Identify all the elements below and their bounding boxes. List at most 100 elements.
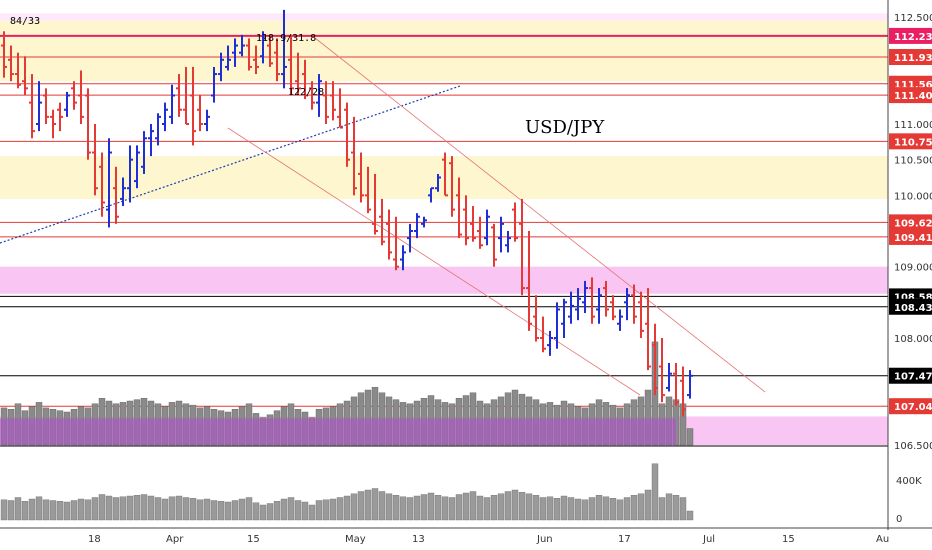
price-bar-0 — [1, 31, 7, 78]
subvolume-bar-71 — [497, 493, 505, 521]
subvolume-bar-35 — [245, 497, 253, 521]
price-bar-36 — [253, 45, 259, 75]
price-bar-51 — [358, 152, 364, 203]
price-bar-33 — [232, 38, 238, 67]
subvolume-bar-33 — [231, 500, 239, 521]
subvolume-bar-48 — [336, 497, 344, 521]
subvolume-bar-59 — [413, 495, 421, 521]
price-bar-98 — [687, 370, 693, 399]
price-bar-69 — [484, 209, 490, 246]
subvolume-bar-23 — [161, 498, 169, 521]
price-bar-7 — [50, 109, 56, 139]
price-bar-17 — [120, 177, 126, 207]
price-tick-label-12: 106.500 — [894, 441, 932, 452]
price-bar-84 — [589, 277, 595, 324]
subvolume-bar-36 — [252, 502, 260, 521]
price-bar-41 — [288, 34, 294, 96]
subvolume-bar-54 — [378, 491, 386, 521]
price-bar-32 — [225, 45, 231, 71]
price-bar-52 — [365, 166, 371, 214]
subvolume-bar-31 — [217, 501, 225, 521]
price-bar-70 — [491, 223, 497, 267]
level-label-5: 109.621 — [894, 218, 932, 229]
level-badge-9 — [889, 367, 932, 384]
price-bar-6 — [43, 88, 49, 124]
subvolume-bar-21 — [147, 495, 155, 521]
subvolume-bar-34 — [238, 498, 246, 521]
subvolume-bar-39 — [273, 501, 281, 521]
price-bar-31 — [218, 52, 224, 82]
price-axis: 112.500112.000111.500111.000110.500110.0… — [887, 0, 932, 530]
subvolume-bar-29 — [203, 498, 211, 521]
price-bar-42 — [295, 52, 301, 96]
price-bar-86 — [603, 280, 609, 317]
subvolume-bar-40 — [280, 498, 288, 521]
price-bar-96 — [673, 362, 679, 406]
price-bar-88 — [617, 309, 623, 331]
zone-2 — [0, 56, 888, 82]
price-bar-57 — [400, 245, 406, 271]
subvolume-bar-65 — [455, 494, 463, 521]
time-tick-label-2: 15 — [247, 534, 260, 545]
subvolume-bar-91 — [637, 493, 645, 521]
price-bar-66 — [463, 195, 469, 246]
subvolume-bar-56 — [392, 495, 400, 521]
price-bar-14 — [99, 152, 105, 217]
price-bar-75 — [526, 231, 532, 331]
price-bar-78 — [547, 330, 553, 356]
subvolume-bar-60 — [420, 494, 428, 521]
main-volume-layer — [0, 341, 694, 446]
subvolume-bar-85 — [595, 495, 603, 521]
price-bar-48 — [337, 88, 343, 129]
subvolume-bar-42 — [294, 500, 302, 521]
price-bar-50 — [351, 116, 357, 196]
time-tick-label-1: Apr — [166, 534, 184, 545]
subvolume-bar-20 — [140, 494, 148, 521]
level-badge-5 — [889, 214, 932, 231]
price-tick-label-5: 110.000 — [894, 191, 932, 202]
price-bar-68 — [477, 216, 483, 249]
level-label-4: 110.757 — [894, 137, 932, 148]
price-tick-label-4: 110.500 — [894, 156, 932, 167]
price-bar-65 — [456, 177, 462, 239]
price-tick-label-7: 109.000 — [894, 263, 932, 274]
price-bar-80 — [561, 298, 567, 338]
price-bar-11 — [78, 70, 84, 124]
price-bar-10 — [71, 81, 77, 110]
subvolume-bar-14 — [98, 494, 106, 521]
price-bar-46 — [323, 81, 329, 124]
price-bar-3 — [22, 56, 28, 96]
support-trendline — [0, 85, 461, 244]
price-bar-82 — [575, 288, 581, 321]
price-bar-24 — [169, 84, 175, 124]
level-label-7: 108.583 — [894, 292, 932, 303]
price-bar-67 — [470, 206, 476, 242]
time-tick-label-8: 15 — [782, 534, 795, 545]
time-tick-label-0: 18 — [88, 534, 101, 545]
subvolume-bar-93 — [651, 463, 659, 521]
price-bar-29 — [204, 109, 210, 132]
price-bar-91 — [638, 291, 644, 338]
price-bar-26 — [183, 66, 189, 125]
level-badge-4 — [889, 133, 932, 150]
price-bar-28 — [197, 95, 203, 132]
subvolume-bar-38 — [266, 503, 274, 521]
price-bar-94 — [659, 338, 665, 403]
annotation-lower: 122/28 — [288, 87, 324, 98]
volume-tick-label-0: 400K — [896, 476, 922, 487]
subvolume-bar-22 — [154, 497, 162, 521]
subvolume-bar-67 — [469, 491, 477, 521]
subvolume-bar-68 — [476, 495, 484, 521]
price-bar-22 — [155, 113, 161, 146]
time-tick-label-6: 17 — [618, 534, 631, 545]
subvolume-bar-75 — [525, 493, 533, 521]
subvolume-bar-73 — [511, 489, 519, 521]
subvolume-bar-5 — [35, 496, 43, 521]
price-bar-59 — [414, 213, 420, 239]
price-bar-30 — [211, 66, 217, 103]
subvolume-bar-83 — [581, 499, 589, 521]
subvolume-bar-74 — [518, 492, 526, 521]
level-label-6: 109.417 — [894, 233, 932, 244]
level-label-8: 108.438 — [894, 303, 932, 314]
volume-tick-label-1: 0 — [896, 514, 902, 525]
